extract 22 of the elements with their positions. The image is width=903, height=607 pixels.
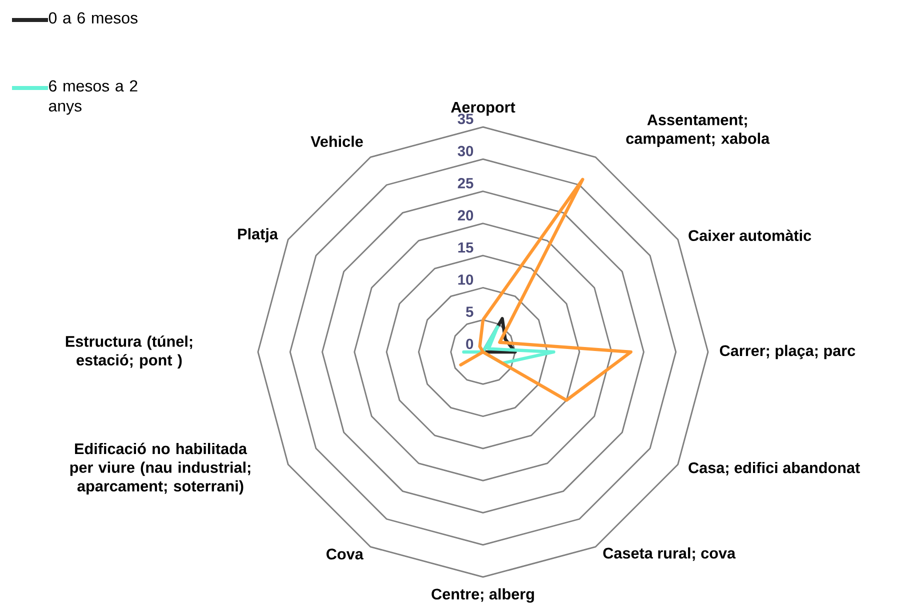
y-tick-label: 15	[458, 242, 474, 253]
spoke-label: Centre; alberg	[432, 588, 534, 603]
spoke-label: Casa; edifici abandonat	[688, 462, 860, 476]
y-tick-label: 25	[458, 178, 474, 188]
legend-label: 0 a 6 mesos	[48, 12, 138, 24]
spoke-label: Carrer; plaça; parc	[720, 344, 856, 360]
spoke-label: Estructura (túnel; estació; pont )	[66, 335, 192, 369]
spoke-label: Edificació no habilitada per viure (nau industrial; aparcament; soterrani)	[70, 442, 250, 495]
spoke-label: Aeroport	[451, 102, 516, 116]
spoke-label: Platja	[238, 228, 278, 242]
spoke-label: Caseta rural; cova	[603, 547, 736, 561]
spoke-label: Cova	[326, 548, 364, 560]
y-tick-label: 10	[458, 274, 474, 285]
y-tick-label: 30	[458, 146, 474, 156]
legend-label: 6 mesos a 2 anys	[48, 80, 138, 115]
y-tick-label: 5	[466, 306, 474, 317]
spoke-label: Vehicle	[310, 136, 363, 147]
y-tick-label: 35	[458, 114, 474, 124]
y-tick-label: 0	[466, 338, 474, 350]
spoke-label: Assentament; campament; xabola	[626, 114, 770, 147]
y-tick-label: 20	[458, 210, 474, 221]
spoke-label: Caixer automàtic	[688, 230, 812, 242]
